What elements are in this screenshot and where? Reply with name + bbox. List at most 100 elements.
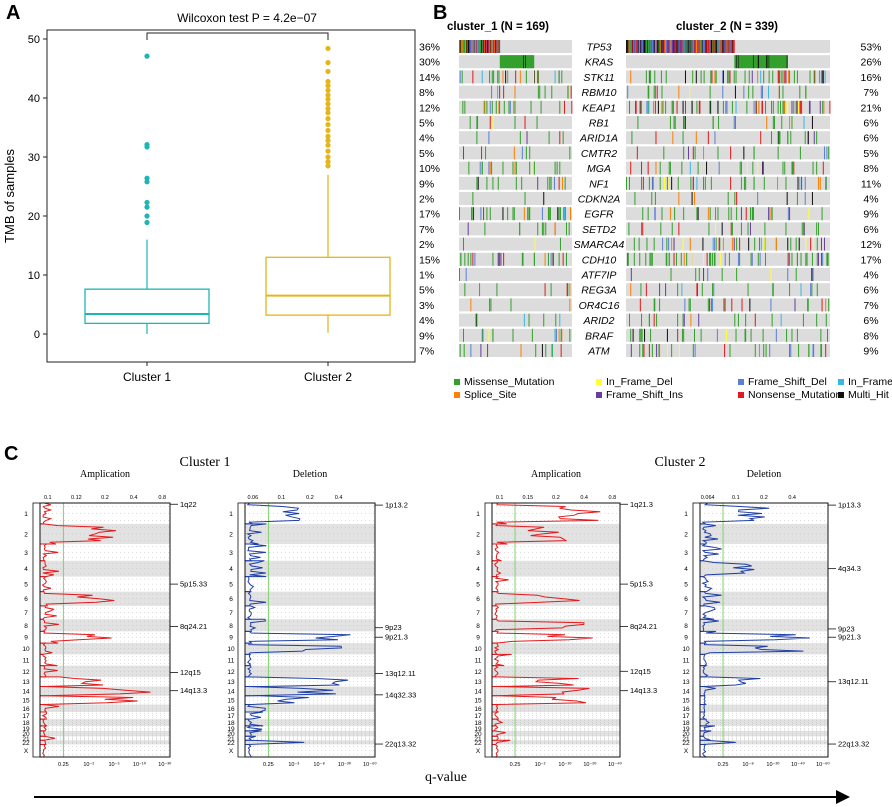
mutation-cell (665, 100, 667, 114)
q-value-profile (492, 576, 509, 593)
q-value-profile (245, 576, 255, 593)
mutation-cell (678, 344, 680, 357)
outlier-point (325, 96, 331, 102)
mutation-cell (762, 55, 764, 69)
mutation-cell (524, 55, 526, 69)
cluster1-gistic-title: Cluster 1 (180, 455, 231, 470)
mutation-cell (709, 298, 711, 312)
mutation-cell (517, 55, 519, 69)
mutation-cell (515, 55, 517, 69)
mutation-cell (707, 40, 709, 53)
mutation-cell (642, 222, 644, 236)
q-value-profile (700, 665, 709, 678)
mutation-cell (467, 40, 469, 53)
mutation-cell (691, 100, 693, 114)
mutation-cell (695, 131, 697, 145)
mutation-cell (633, 40, 635, 53)
mutation-cell (656, 40, 658, 53)
mutation-cell (648, 176, 650, 190)
legend-label: Missense_Mutation (464, 376, 555, 388)
q-value-profile (492, 711, 500, 720)
mutation-cell (671, 237, 673, 251)
top-tick-label: 0.15 (522, 495, 533, 501)
gene-label: STK11 (583, 72, 614, 84)
mutation-cell (668, 161, 670, 175)
chromosome-label: 20 (682, 731, 690, 738)
outlier-point (144, 142, 150, 148)
chromosome-label: 21 (682, 736, 690, 743)
mutation-cell (665, 70, 667, 84)
mutation-cell (626, 40, 628, 53)
mutation-cell (630, 40, 632, 53)
mutation-cell (528, 207, 530, 221)
freq-label-cluster2: 12% (860, 239, 881, 251)
mutation-cell (708, 222, 710, 236)
mutation-cell (775, 328, 777, 342)
outlier-point (325, 45, 331, 52)
mutation-cell (726, 40, 728, 53)
mutation-cell (646, 40, 648, 53)
mutation-cell (786, 192, 788, 205)
mutation-cell (724, 40, 726, 53)
mutation-cell (674, 40, 676, 53)
chromosome-label: 22 (682, 740, 690, 747)
mutation-cell (511, 55, 513, 69)
mutation-cell (777, 100, 779, 114)
mutation-cell (627, 85, 629, 99)
mutation-cell (677, 283, 679, 297)
mutation-cell (816, 222, 818, 236)
outlier-point (325, 116, 331, 122)
peak-label: 9p23 (838, 624, 855, 633)
q-value-profile (245, 695, 309, 706)
mutation-cell (519, 131, 521, 145)
mutation-cell (660, 40, 662, 53)
mutation-cell (669, 161, 671, 175)
mutation-cell (673, 40, 675, 53)
mutation-cell (710, 40, 712, 53)
mutation-cell (659, 298, 661, 312)
mutation-cell (703, 176, 705, 190)
gistic-deletion-plot: Deletion12345678910111213141516171819202… (227, 469, 416, 768)
mutation-cell (650, 70, 652, 84)
mutation-cell (531, 55, 533, 69)
mutation-cell (817, 222, 819, 236)
gene-label: SMARCA4 (574, 239, 625, 251)
mutation-cell (820, 237, 822, 251)
mutation-cell (823, 100, 825, 114)
gistic-deletion-plot: Deletion12345678910111213141516171819202… (682, 469, 869, 768)
mutation-cell (737, 55, 739, 69)
mutation-cell (489, 298, 491, 312)
mutation-cell (773, 55, 775, 69)
mutation-cell (472, 207, 474, 221)
freq-label-cluster1: 14% (419, 72, 440, 84)
mutation-cell (724, 40, 726, 53)
mutation-cell (669, 116, 671, 129)
mutation-cell (569, 298, 571, 312)
mutation-cell (778, 70, 780, 84)
mutation-cell (640, 100, 642, 114)
mutation-cell (503, 55, 505, 69)
mutation-cell (651, 252, 653, 266)
mutation-cell (748, 55, 750, 69)
mutation-cell (754, 55, 756, 69)
mutation-cell (753, 176, 755, 190)
mutation-cell (463, 40, 465, 53)
chromosome-label: 2 (24, 531, 28, 538)
mutation-cell (791, 116, 793, 129)
chromosome-label: 22 (474, 740, 482, 747)
mutation-cell (514, 85, 516, 99)
peak-label: 4q34.3 (838, 564, 861, 573)
mutation-cell (507, 207, 509, 221)
mutation-cell (492, 116, 494, 129)
chromosome-label: 4 (476, 566, 480, 573)
mutation-cell (800, 283, 802, 297)
mutation-cell (661, 207, 663, 221)
q-value-profile (492, 642, 500, 655)
mutation-cell (816, 313, 818, 327)
mutation-cell (638, 237, 640, 251)
mutation-cell (656, 85, 658, 99)
mutation-legend: Missense_Mutation In_Frame_Del Frame_Shift… (454, 376, 892, 401)
q-value-profile (245, 718, 264, 727)
mutation-cell (634, 192, 636, 205)
mutation-cell (669, 207, 671, 221)
